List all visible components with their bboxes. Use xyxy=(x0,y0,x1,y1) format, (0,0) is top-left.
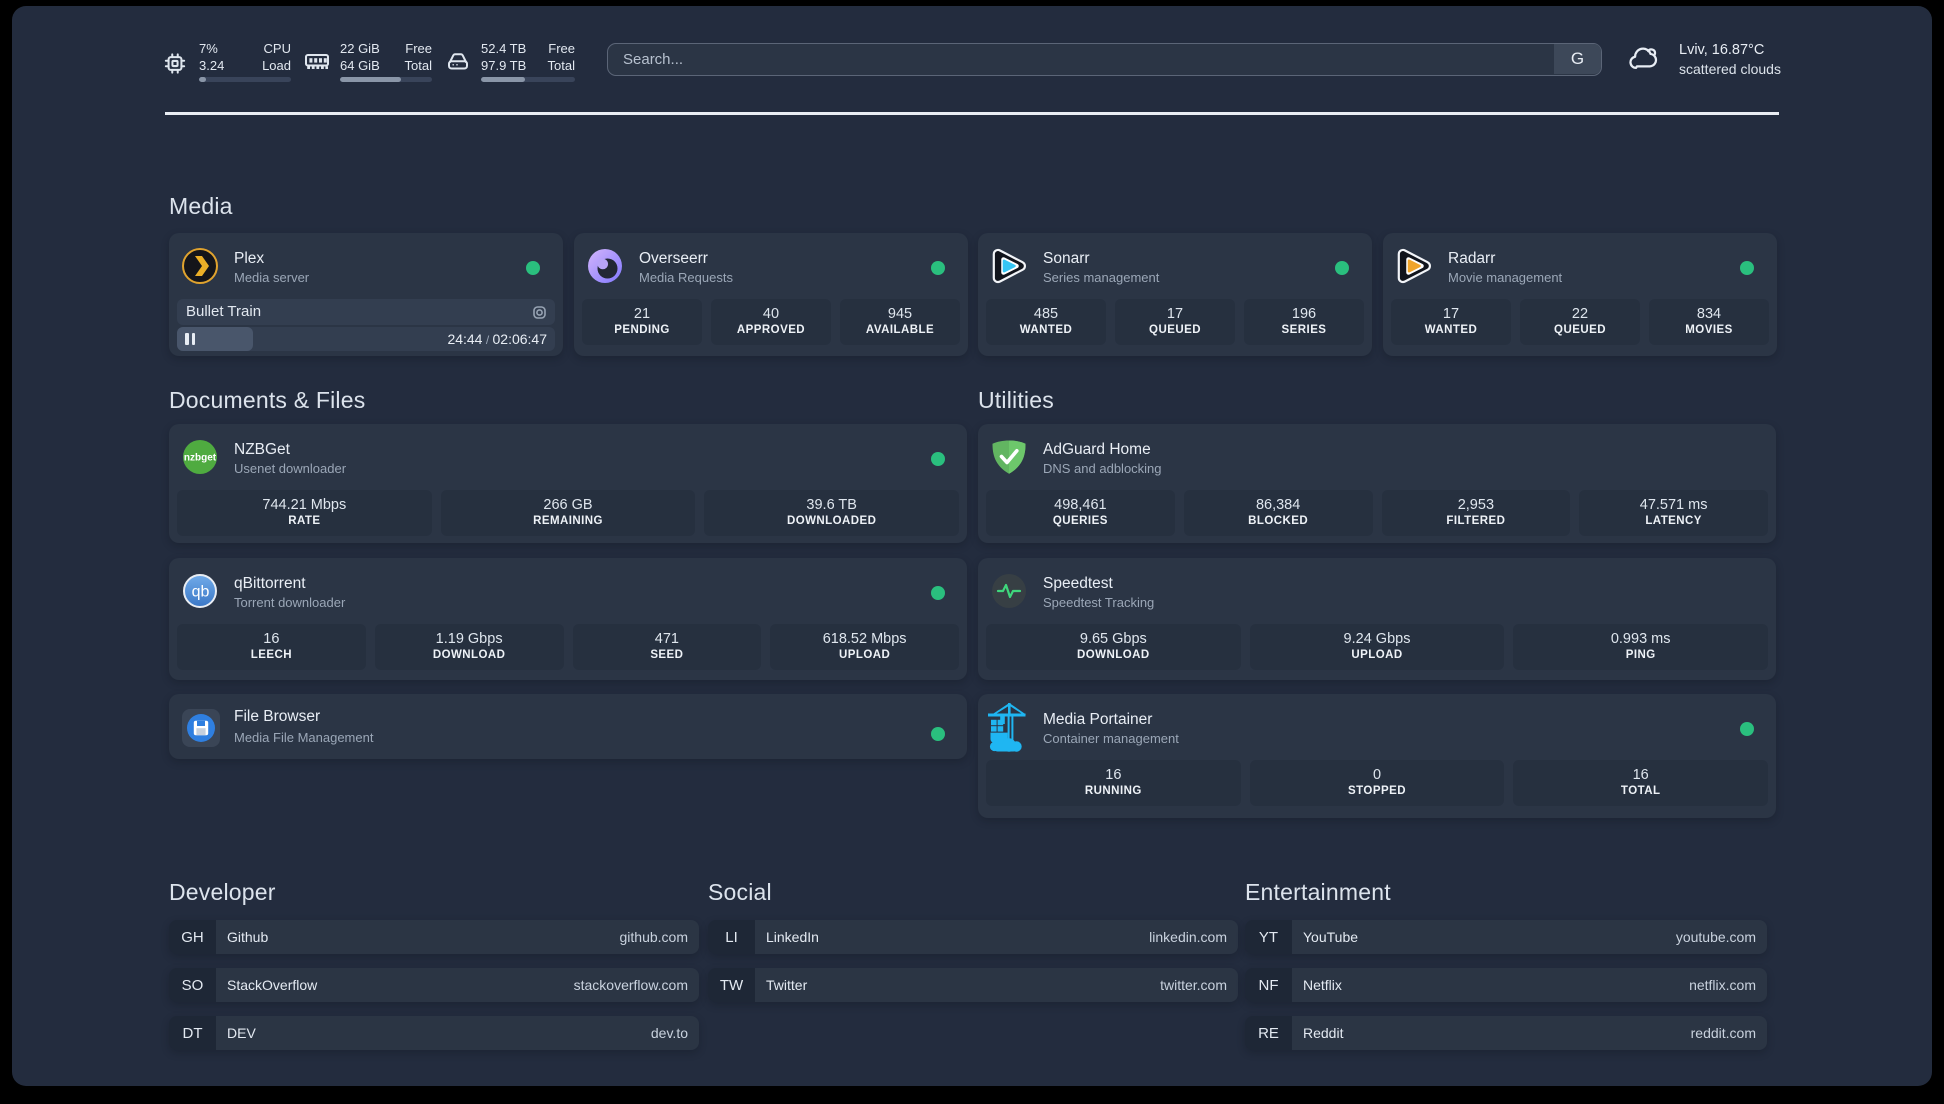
svg-text:nzbget: nzbget xyxy=(184,453,217,464)
svg-text:qb: qb xyxy=(192,584,210,601)
